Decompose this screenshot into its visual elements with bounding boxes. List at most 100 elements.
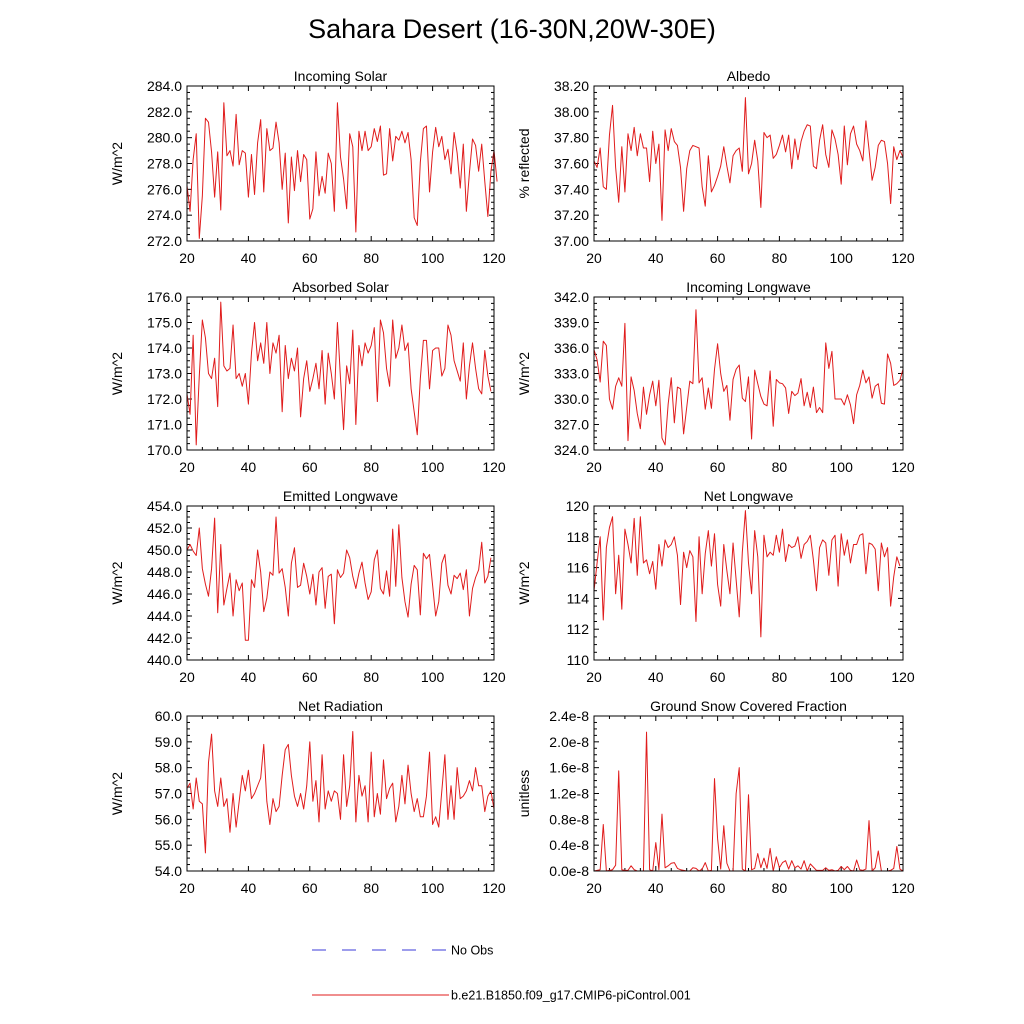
y-axis-label: % reflected [516,128,532,198]
y-tick-label: 170.0 [147,442,182,458]
y-tick-label: 55.0 [155,837,182,853]
x-tick-label: 80 [772,880,788,896]
legend-item: No Obs [312,944,493,958]
y-tick-label: 1.2e-8 [549,786,589,802]
y-tick-label: 37.40 [554,181,589,197]
x-tick-label: 60 [710,459,726,475]
x-tick-label: 20 [586,669,602,685]
y-tick-label: 37.00 [554,233,589,249]
y-tick-label: 118 [567,529,590,545]
x-tick-label: 120 [891,459,915,475]
y-tick-label: 120 [566,498,590,514]
legend-label: No Obs [451,944,493,958]
y-tick-label: 278.0 [147,156,182,172]
y-tick-label: 172.0 [147,391,182,407]
y-tick-label: 174.0 [147,340,182,356]
figure-title: Sahara Desert (16-30N,20W-30E) [308,14,716,44]
y-tick-label: 38.20 [554,78,589,94]
panel-title: Incoming Solar [294,68,388,84]
x-tick-label: 20 [179,669,195,685]
x-tick-label: 80 [363,250,379,266]
panel-title: Emitted Longwave [283,488,398,504]
y-tick-label: 282.0 [147,104,182,120]
y-axis-label: W/m^2 [516,561,532,604]
plot-frame [186,505,495,661]
y-tick-label: 444.0 [147,608,182,624]
panel-incoming-longwave: Incoming Longwave W/m^2 20 40 60 80 100 120 324.… [516,279,915,475]
panel-net-radiation: Net Radiation W/m^2 20 40 60 80 100 120 54.0 55.0… [109,698,506,896]
y-tick-label: 37.60 [554,156,589,172]
y-tick-label: 454.0 [147,498,182,514]
y-tick-label: 110 [567,652,590,668]
x-tick-label: 20 [586,880,602,896]
panel-ground-snow-covered-fraction: Ground Snow Covered Fraction unitless 20 40… [516,698,915,896]
y-tick-label: 112 [567,621,590,637]
x-tick-label: 60 [710,669,726,685]
panel-net-longwave: Net Longwave W/m^2 20 40 60 80 100 120 110 112 114… [516,488,915,685]
x-tick-label: 100 [421,880,445,896]
series-line [593,309,904,446]
x-tick-label: 100 [421,459,445,475]
y-tick-label: 60.0 [155,708,182,724]
x-tick-label: 100 [830,250,854,266]
y-tick-label: 1.6e-8 [549,760,589,776]
series-line [593,731,904,872]
x-tick-label: 40 [241,250,257,266]
y-axis-label: W/m^2 [109,142,125,185]
y-tick-label: 37.80 [554,130,589,146]
y-tick-label: 336.0 [554,340,589,356]
y-tick-label: 327.0 [554,417,589,433]
x-tick-label: 80 [772,669,788,685]
y-tick-label: 274.0 [147,207,182,223]
y-tick-label: 114 [567,590,590,606]
plot-frame [186,715,495,872]
x-tick-label: 20 [179,250,195,266]
y-tick-label: 2.4e-8 [549,708,589,724]
x-tick-label: 20 [179,459,195,475]
plot-frame [593,296,904,451]
y-tick-label: 284.0 [147,78,182,94]
x-tick-label: 120 [891,250,915,266]
x-tick-label: 40 [241,669,257,685]
x-tick-label: 40 [241,459,257,475]
y-tick-label: 2.0e-8 [549,734,589,750]
x-tick-label: 120 [482,669,506,685]
panel-albedo: Albedo % reflected 20 40 60 80 100 120 37.00 37.2… [516,68,915,266]
y-tick-label: 280.0 [147,130,182,146]
x-tick-label: 120 [891,669,915,685]
y-tick-label: 38.00 [554,104,589,120]
x-tick-label: 120 [482,880,506,896]
panel-title: Net Radiation [298,698,383,714]
y-tick-label: 0.4e-8 [549,837,589,853]
y-tick-label: 448.0 [147,564,182,580]
y-tick-label: 330.0 [554,391,589,407]
y-axis-label: W/m^2 [109,352,125,395]
panel-title: Net Longwave [704,488,794,504]
series-line [186,516,492,641]
series-line [186,102,498,239]
y-tick-label: 446.0 [147,586,182,602]
y-tick-label: 452.0 [147,520,182,536]
plot-frame [186,85,495,242]
x-tick-label: 20 [586,250,602,266]
x-tick-label: 60 [710,880,726,896]
y-tick-label: 37.20 [554,207,589,223]
plot-frame [593,505,904,661]
y-tick-label: 272.0 [147,233,182,249]
x-tick-label: 120 [482,459,506,475]
panels-layer: Incoming Solar W/m^2 20 40 60 80 100 120 272.0 27… [109,68,915,896]
x-tick-label: 100 [421,250,445,266]
plot-frame [186,296,495,451]
plot-frame [593,85,904,242]
x-tick-label: 40 [648,459,664,475]
series-line [593,510,901,638]
x-tick-label: 100 [830,669,854,685]
panel-title: Incoming Longwave [686,279,811,295]
panel-title: Albedo [727,68,771,84]
y-tick-label: 342.0 [554,289,589,305]
x-tick-label: 40 [648,880,664,896]
x-tick-label: 40 [648,669,664,685]
y-axis-label: W/m^2 [109,561,125,604]
y-tick-label: 175.0 [147,315,182,331]
